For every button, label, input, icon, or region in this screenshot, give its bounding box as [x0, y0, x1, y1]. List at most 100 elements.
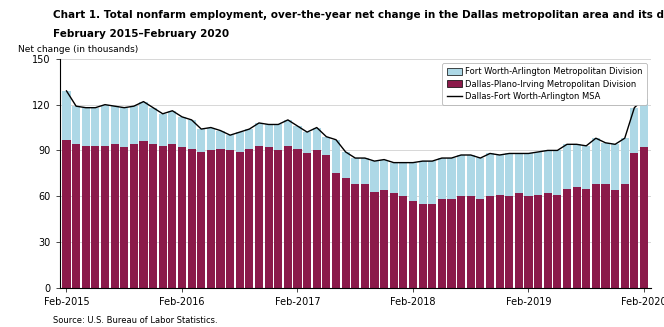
- Bar: [110, 144, 119, 288]
- Bar: [101, 105, 109, 146]
- Bar: [515, 153, 523, 193]
- Bar: [418, 161, 427, 204]
- Bar: [572, 187, 581, 288]
- Bar: [139, 102, 147, 141]
- Bar: [226, 150, 234, 288]
- Bar: [159, 114, 167, 146]
- Bar: [255, 146, 263, 288]
- Bar: [245, 129, 254, 149]
- Bar: [438, 158, 446, 199]
- Bar: [563, 189, 571, 288]
- Bar: [582, 189, 590, 288]
- Bar: [553, 150, 562, 195]
- Bar: [602, 184, 610, 288]
- Bar: [428, 204, 436, 288]
- Bar: [572, 144, 581, 187]
- Bar: [534, 152, 542, 195]
- Legend: Fort Worth-Arlington Metropolitan Division, Dallas-Plano-Irving Metropolitan Div: Fort Worth-Arlington Metropolitan Divisi…: [442, 63, 647, 105]
- Bar: [486, 196, 494, 288]
- Bar: [351, 184, 359, 288]
- Text: Chart 1. Total nonfarm employment, over-the-year net change in the Dallas metrop: Chart 1. Total nonfarm employment, over-…: [53, 10, 664, 20]
- Text: Net change (in thousands): Net change (in thousands): [19, 45, 139, 54]
- Bar: [236, 152, 244, 288]
- Bar: [515, 193, 523, 288]
- Bar: [544, 193, 552, 288]
- Bar: [207, 150, 215, 288]
- Bar: [226, 135, 234, 150]
- Bar: [553, 195, 562, 288]
- Bar: [361, 184, 369, 288]
- Bar: [207, 128, 215, 150]
- Bar: [418, 204, 427, 288]
- Bar: [409, 201, 417, 288]
- Bar: [341, 152, 350, 178]
- Text: Source: U.S. Bureau of Labor Statistics.: Source: U.S. Bureau of Labor Statistics.: [53, 316, 218, 325]
- Bar: [293, 126, 301, 149]
- Bar: [216, 149, 224, 288]
- Bar: [91, 108, 100, 146]
- Bar: [274, 125, 282, 150]
- Bar: [390, 193, 398, 288]
- Bar: [255, 123, 263, 146]
- Bar: [120, 108, 128, 147]
- Bar: [457, 155, 465, 196]
- Bar: [149, 144, 157, 288]
- Bar: [409, 163, 417, 201]
- Bar: [284, 120, 292, 146]
- Bar: [390, 163, 398, 193]
- Bar: [476, 199, 485, 288]
- Text: February 2015–February 2020: February 2015–February 2020: [53, 29, 229, 40]
- Bar: [525, 153, 533, 196]
- Bar: [303, 153, 311, 288]
- Bar: [505, 153, 513, 196]
- Bar: [371, 161, 378, 192]
- Bar: [448, 158, 456, 199]
- Bar: [159, 146, 167, 288]
- Bar: [467, 196, 475, 288]
- Bar: [448, 199, 456, 288]
- Bar: [120, 147, 128, 288]
- Bar: [322, 137, 331, 155]
- Bar: [187, 120, 196, 149]
- Bar: [274, 150, 282, 288]
- Bar: [457, 196, 465, 288]
- Bar: [332, 140, 340, 173]
- Bar: [630, 108, 639, 153]
- Bar: [399, 163, 408, 196]
- Bar: [216, 130, 224, 149]
- Bar: [322, 155, 331, 288]
- Bar: [82, 108, 90, 146]
- Bar: [245, 149, 254, 288]
- Bar: [380, 160, 388, 190]
- Bar: [110, 106, 119, 144]
- Bar: [72, 144, 80, 288]
- Bar: [139, 141, 147, 288]
- Bar: [380, 190, 388, 288]
- Bar: [129, 144, 138, 288]
- Bar: [168, 111, 177, 144]
- Bar: [563, 144, 571, 189]
- Bar: [264, 125, 273, 147]
- Bar: [187, 149, 196, 288]
- Bar: [592, 138, 600, 184]
- Bar: [534, 195, 542, 288]
- Bar: [611, 190, 620, 288]
- Bar: [476, 158, 485, 199]
- Bar: [640, 147, 648, 288]
- Bar: [284, 146, 292, 288]
- Bar: [303, 132, 311, 153]
- Bar: [197, 129, 205, 152]
- Bar: [332, 173, 340, 288]
- Bar: [438, 199, 446, 288]
- Bar: [351, 158, 359, 184]
- Bar: [525, 196, 533, 288]
- Bar: [313, 128, 321, 150]
- Bar: [486, 153, 494, 196]
- Bar: [149, 108, 157, 144]
- Bar: [630, 153, 639, 288]
- Bar: [62, 140, 70, 288]
- Bar: [82, 146, 90, 288]
- Bar: [611, 144, 620, 190]
- Bar: [428, 161, 436, 204]
- Bar: [582, 146, 590, 189]
